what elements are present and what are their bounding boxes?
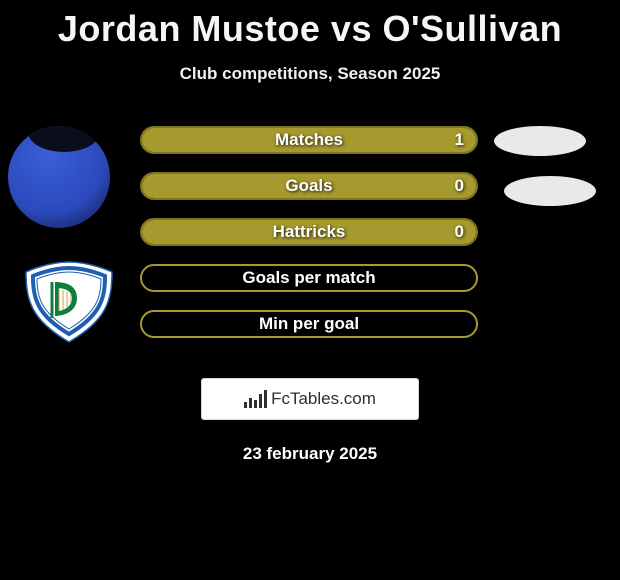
fctables-logo: FcTables.com	[201, 378, 419, 420]
stat-value: 0	[455, 222, 464, 242]
subtitle: Club competitions, Season 2025	[0, 64, 620, 84]
page-title: Jordan Mustoe vs O'Sullivan	[0, 8, 620, 50]
stat-value: 1	[455, 130, 464, 150]
club-badge	[18, 260, 120, 344]
stat-label: Min per goal	[259, 314, 359, 334]
stat-row-min-per-goal: Min per goal	[140, 310, 478, 338]
main-area: Matches 1 Goals 0 Hattricks 0 Goals per match M…	[0, 126, 620, 376]
stat-label: Goals per match	[242, 268, 375, 288]
stat-label: Goals	[285, 176, 332, 196]
stat-label: Hattricks	[273, 222, 346, 242]
footer: FcTables.com 23 february 2025	[0, 378, 620, 464]
stat-row-goals: Goals 0	[140, 172, 478, 200]
stat-row-matches: Matches 1	[140, 126, 478, 154]
right-ellipse-2	[504, 176, 596, 206]
logo-bars-icon	[244, 390, 267, 408]
date-text: 23 february 2025	[243, 444, 377, 464]
stat-row-hattricks: Hattricks 0	[140, 218, 478, 246]
infographic-root: Jordan Mustoe vs O'Sullivan Club competi…	[0, 0, 620, 464]
logo-text: FcTables.com	[271, 389, 376, 409]
stat-label: Matches	[275, 130, 343, 150]
stat-value: 0	[455, 176, 464, 196]
stat-row-goals-per-match: Goals per match	[140, 264, 478, 292]
right-ellipse-1	[494, 126, 586, 156]
stat-bars: Matches 1 Goals 0 Hattricks 0 Goals per match M…	[140, 126, 480, 356]
player-avatar	[8, 126, 110, 228]
